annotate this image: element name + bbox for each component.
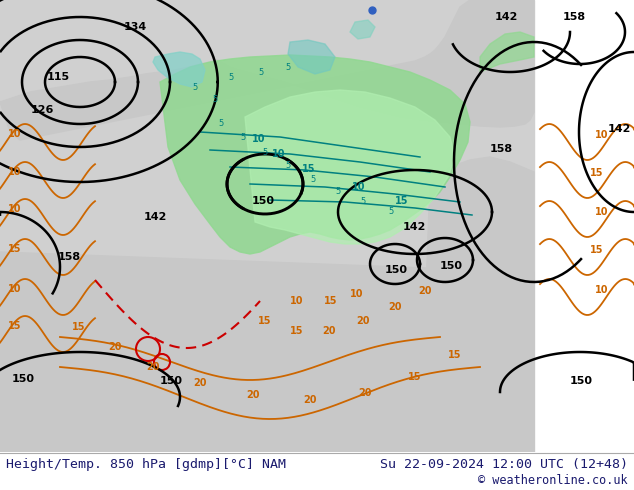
Text: 5: 5 [335, 187, 340, 196]
Text: 20: 20 [388, 302, 401, 312]
Text: 15: 15 [290, 326, 304, 336]
Polygon shape [288, 40, 335, 74]
Text: 150: 150 [252, 196, 275, 206]
Text: 5: 5 [212, 95, 217, 104]
Text: 150: 150 [570, 376, 593, 386]
Text: 15: 15 [72, 322, 86, 332]
Text: 10: 10 [8, 167, 22, 177]
Text: © weatheronline.co.uk: © weatheronline.co.uk [479, 473, 628, 487]
Text: 10: 10 [595, 130, 609, 140]
Text: 5: 5 [218, 119, 223, 128]
Text: 10: 10 [8, 284, 22, 294]
Polygon shape [245, 90, 455, 244]
Text: 150: 150 [385, 265, 408, 275]
Text: 15: 15 [395, 196, 408, 206]
Text: Height/Temp. 850 hPa [gdmp][°C] NAM: Height/Temp. 850 hPa [gdmp][°C] NAM [6, 458, 286, 470]
Text: 20: 20 [418, 286, 432, 296]
Text: 10: 10 [595, 285, 609, 295]
Text: 158: 158 [563, 12, 586, 22]
Text: 10: 10 [595, 207, 609, 217]
Text: 115: 115 [46, 72, 70, 82]
Text: 5: 5 [285, 161, 290, 170]
Text: 15: 15 [590, 168, 604, 178]
Text: 158: 158 [490, 144, 513, 154]
Text: 5: 5 [310, 175, 315, 184]
Text: 142: 142 [143, 212, 167, 222]
Text: 150: 150 [160, 376, 183, 386]
Text: 5: 5 [228, 73, 233, 82]
Text: 10: 10 [8, 204, 22, 214]
Text: 142: 142 [495, 12, 519, 22]
Text: 20: 20 [246, 390, 259, 400]
Text: 5: 5 [388, 207, 393, 216]
Polygon shape [153, 52, 205, 87]
Polygon shape [420, 157, 534, 452]
Text: 20: 20 [303, 395, 316, 405]
Text: 5: 5 [240, 133, 245, 142]
Text: 20: 20 [108, 342, 122, 352]
Polygon shape [0, 0, 534, 140]
Text: 15: 15 [324, 296, 337, 306]
Text: 20: 20 [146, 362, 160, 372]
Text: 5: 5 [192, 83, 197, 92]
Text: 158: 158 [58, 252, 81, 262]
Text: 142: 142 [403, 222, 427, 232]
Text: 5: 5 [258, 68, 263, 77]
Polygon shape [160, 55, 470, 254]
Text: 20: 20 [193, 378, 207, 388]
Text: 15: 15 [8, 321, 22, 331]
Text: 10: 10 [272, 149, 285, 159]
Text: 15: 15 [8, 244, 22, 254]
Text: 15: 15 [302, 164, 316, 174]
Text: 20: 20 [356, 316, 370, 326]
Polygon shape [0, 0, 534, 452]
Text: 10: 10 [8, 129, 22, 139]
Text: 20: 20 [358, 388, 372, 398]
Text: Su 22-09-2024 12:00 UTC (12+48): Su 22-09-2024 12:00 UTC (12+48) [380, 458, 628, 470]
Text: 150: 150 [12, 374, 35, 384]
Text: 10: 10 [290, 296, 304, 306]
Text: 5: 5 [285, 63, 290, 72]
Polygon shape [480, 32, 534, 72]
Text: 10: 10 [252, 134, 266, 144]
Text: 15: 15 [590, 245, 604, 255]
Text: 5: 5 [262, 148, 268, 157]
Text: 15: 15 [448, 350, 462, 360]
Text: 134: 134 [124, 22, 146, 32]
Polygon shape [350, 20, 375, 39]
Polygon shape [0, 252, 534, 452]
Text: 10: 10 [350, 289, 363, 299]
Text: 20: 20 [322, 326, 335, 336]
Text: 5: 5 [360, 197, 365, 206]
Text: 10: 10 [352, 182, 365, 192]
Text: 142: 142 [608, 124, 631, 134]
Text: 126: 126 [30, 105, 54, 115]
Text: 15: 15 [258, 316, 271, 326]
Text: 15: 15 [408, 372, 422, 382]
Text: 150: 150 [440, 261, 463, 271]
